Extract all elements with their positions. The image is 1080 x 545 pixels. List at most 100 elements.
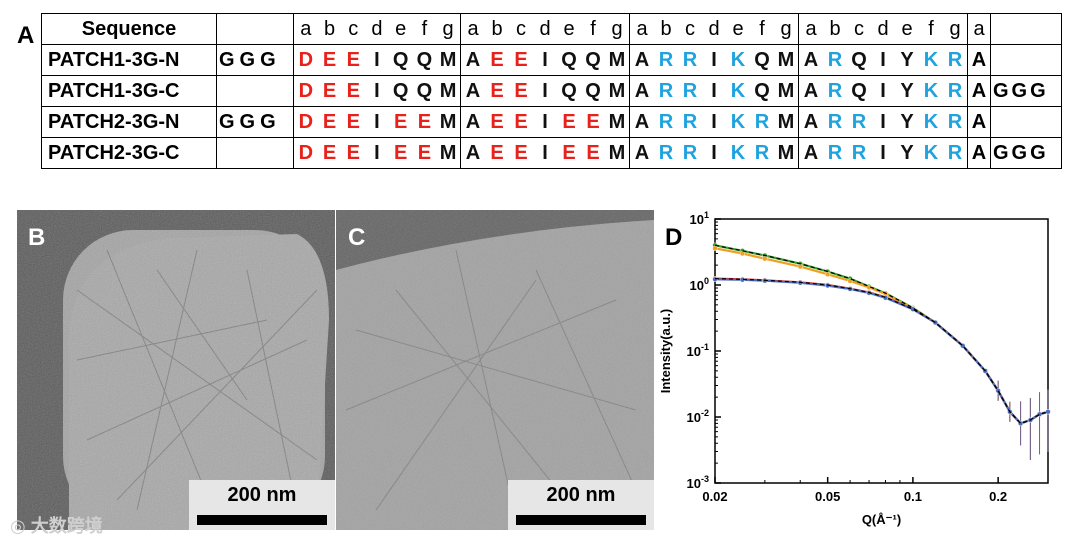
table-row: PATCH1-3G-C D E E I Q Q M A E E I Q Q M A R R I K Q M A R Q I Y K R A… <box>41 75 1062 107</box>
heptad-position-label: a <box>973 17 985 40</box>
residue: E <box>586 110 600 133</box>
residue: E <box>393 110 408 133</box>
data-point <box>739 250 746 257</box>
scale-label-b: 200 nm <box>227 484 297 506</box>
heptad-position-label: g <box>611 17 623 40</box>
heptad-position-label: e <box>395 17 407 40</box>
residue: I <box>880 141 886 164</box>
header-sequence: Sequence <box>41 13 217 45</box>
construct-name: PATCH2-3G-N <box>41 106 217 138</box>
heptad-position-label: a <box>300 17 312 40</box>
residue: E <box>586 141 600 164</box>
heptad-position-label: c <box>854 17 864 40</box>
residue: E <box>514 141 528 164</box>
heptad-position-label: g <box>780 17 792 40</box>
residue: Q <box>851 48 867 71</box>
residue: E <box>322 110 337 133</box>
residue: E <box>346 141 360 164</box>
y-tick-label: 10-2 <box>687 408 709 425</box>
residue: Y <box>900 48 914 71</box>
heptad-position-label: g <box>949 17 961 40</box>
data-point <box>882 295 889 301</box>
heptad-position-label: a <box>636 17 648 40</box>
heptad-position-label: c <box>348 17 359 40</box>
residue: Q <box>392 79 409 102</box>
residue: R <box>682 48 698 71</box>
heptad-position-label: g <box>442 17 454 40</box>
residue: A <box>465 110 481 133</box>
residue: A <box>803 141 819 164</box>
residue: R <box>658 79 674 102</box>
panel-label-d: D <box>665 224 683 251</box>
residue: A <box>465 79 481 102</box>
table-row: PATCH2-3G-C D E E I E E M A E E I E E M A R R I K R M A R R I Y K R A… <box>41 137 1062 169</box>
final-a-residue: A <box>967 44 991 76</box>
residue: Q <box>851 79 867 102</box>
residue: E <box>322 141 337 164</box>
series-patch2-3g-c <box>712 276 1051 461</box>
residue: Q <box>561 79 577 102</box>
residue: Q <box>392 48 409 71</box>
x-tick-label: 0.1 <box>904 489 922 504</box>
data-point <box>1045 409 1051 415</box>
chart-x-axis-label: Q(Å⁻¹) <box>862 512 901 527</box>
residue: A <box>634 48 650 71</box>
glycine-prefix: GGG <box>216 106 294 138</box>
residue: I <box>880 48 886 71</box>
residue: M <box>608 141 626 164</box>
residue: I <box>711 110 717 133</box>
data-point <box>762 256 768 262</box>
residue: Y <box>900 79 914 102</box>
x-tick-label: 0.2 <box>989 489 1007 504</box>
residue: M <box>439 79 457 102</box>
residue: M <box>439 110 457 133</box>
residue: E <box>490 141 504 164</box>
residue: Q <box>754 48 770 71</box>
residue: Q <box>561 48 577 71</box>
residue: E <box>417 110 432 133</box>
residue: E <box>562 110 576 133</box>
fit-line <box>714 278 1049 425</box>
residue: R <box>658 48 674 71</box>
residue: I <box>542 79 548 102</box>
residue: I <box>711 48 717 71</box>
data-point <box>995 388 1001 394</box>
residue: I <box>542 141 548 164</box>
residue: E <box>417 141 432 164</box>
residue: A <box>634 110 650 133</box>
final-a-residue: A <box>967 75 991 107</box>
watermark: ◎ 大数跨境 <box>10 516 103 536</box>
residue: R <box>682 141 698 164</box>
heptad-position-label: d <box>539 17 551 40</box>
residue: I <box>374 79 380 102</box>
residue: E <box>346 110 360 133</box>
heptad-position-label: f <box>590 17 596 40</box>
residue: R <box>827 79 843 102</box>
residue: R <box>827 141 843 164</box>
residue: R <box>947 110 963 133</box>
residue: R <box>658 110 674 133</box>
panel-label-a: A <box>17 22 35 49</box>
heptad-position-label: f <box>928 17 934 40</box>
header-prefix <box>216 13 294 45</box>
residue: E <box>514 79 528 102</box>
y-tick-label: 10-1 <box>687 342 709 359</box>
residue: E <box>346 79 360 102</box>
residue: Q <box>754 79 770 102</box>
residue: E <box>514 110 528 133</box>
series-patch2-3g-n <box>712 276 1051 461</box>
heptad-position-label: b <box>829 17 841 40</box>
residue: Q <box>416 79 433 102</box>
residue: I <box>374 141 380 164</box>
micrograph-b-image <box>17 210 335 530</box>
